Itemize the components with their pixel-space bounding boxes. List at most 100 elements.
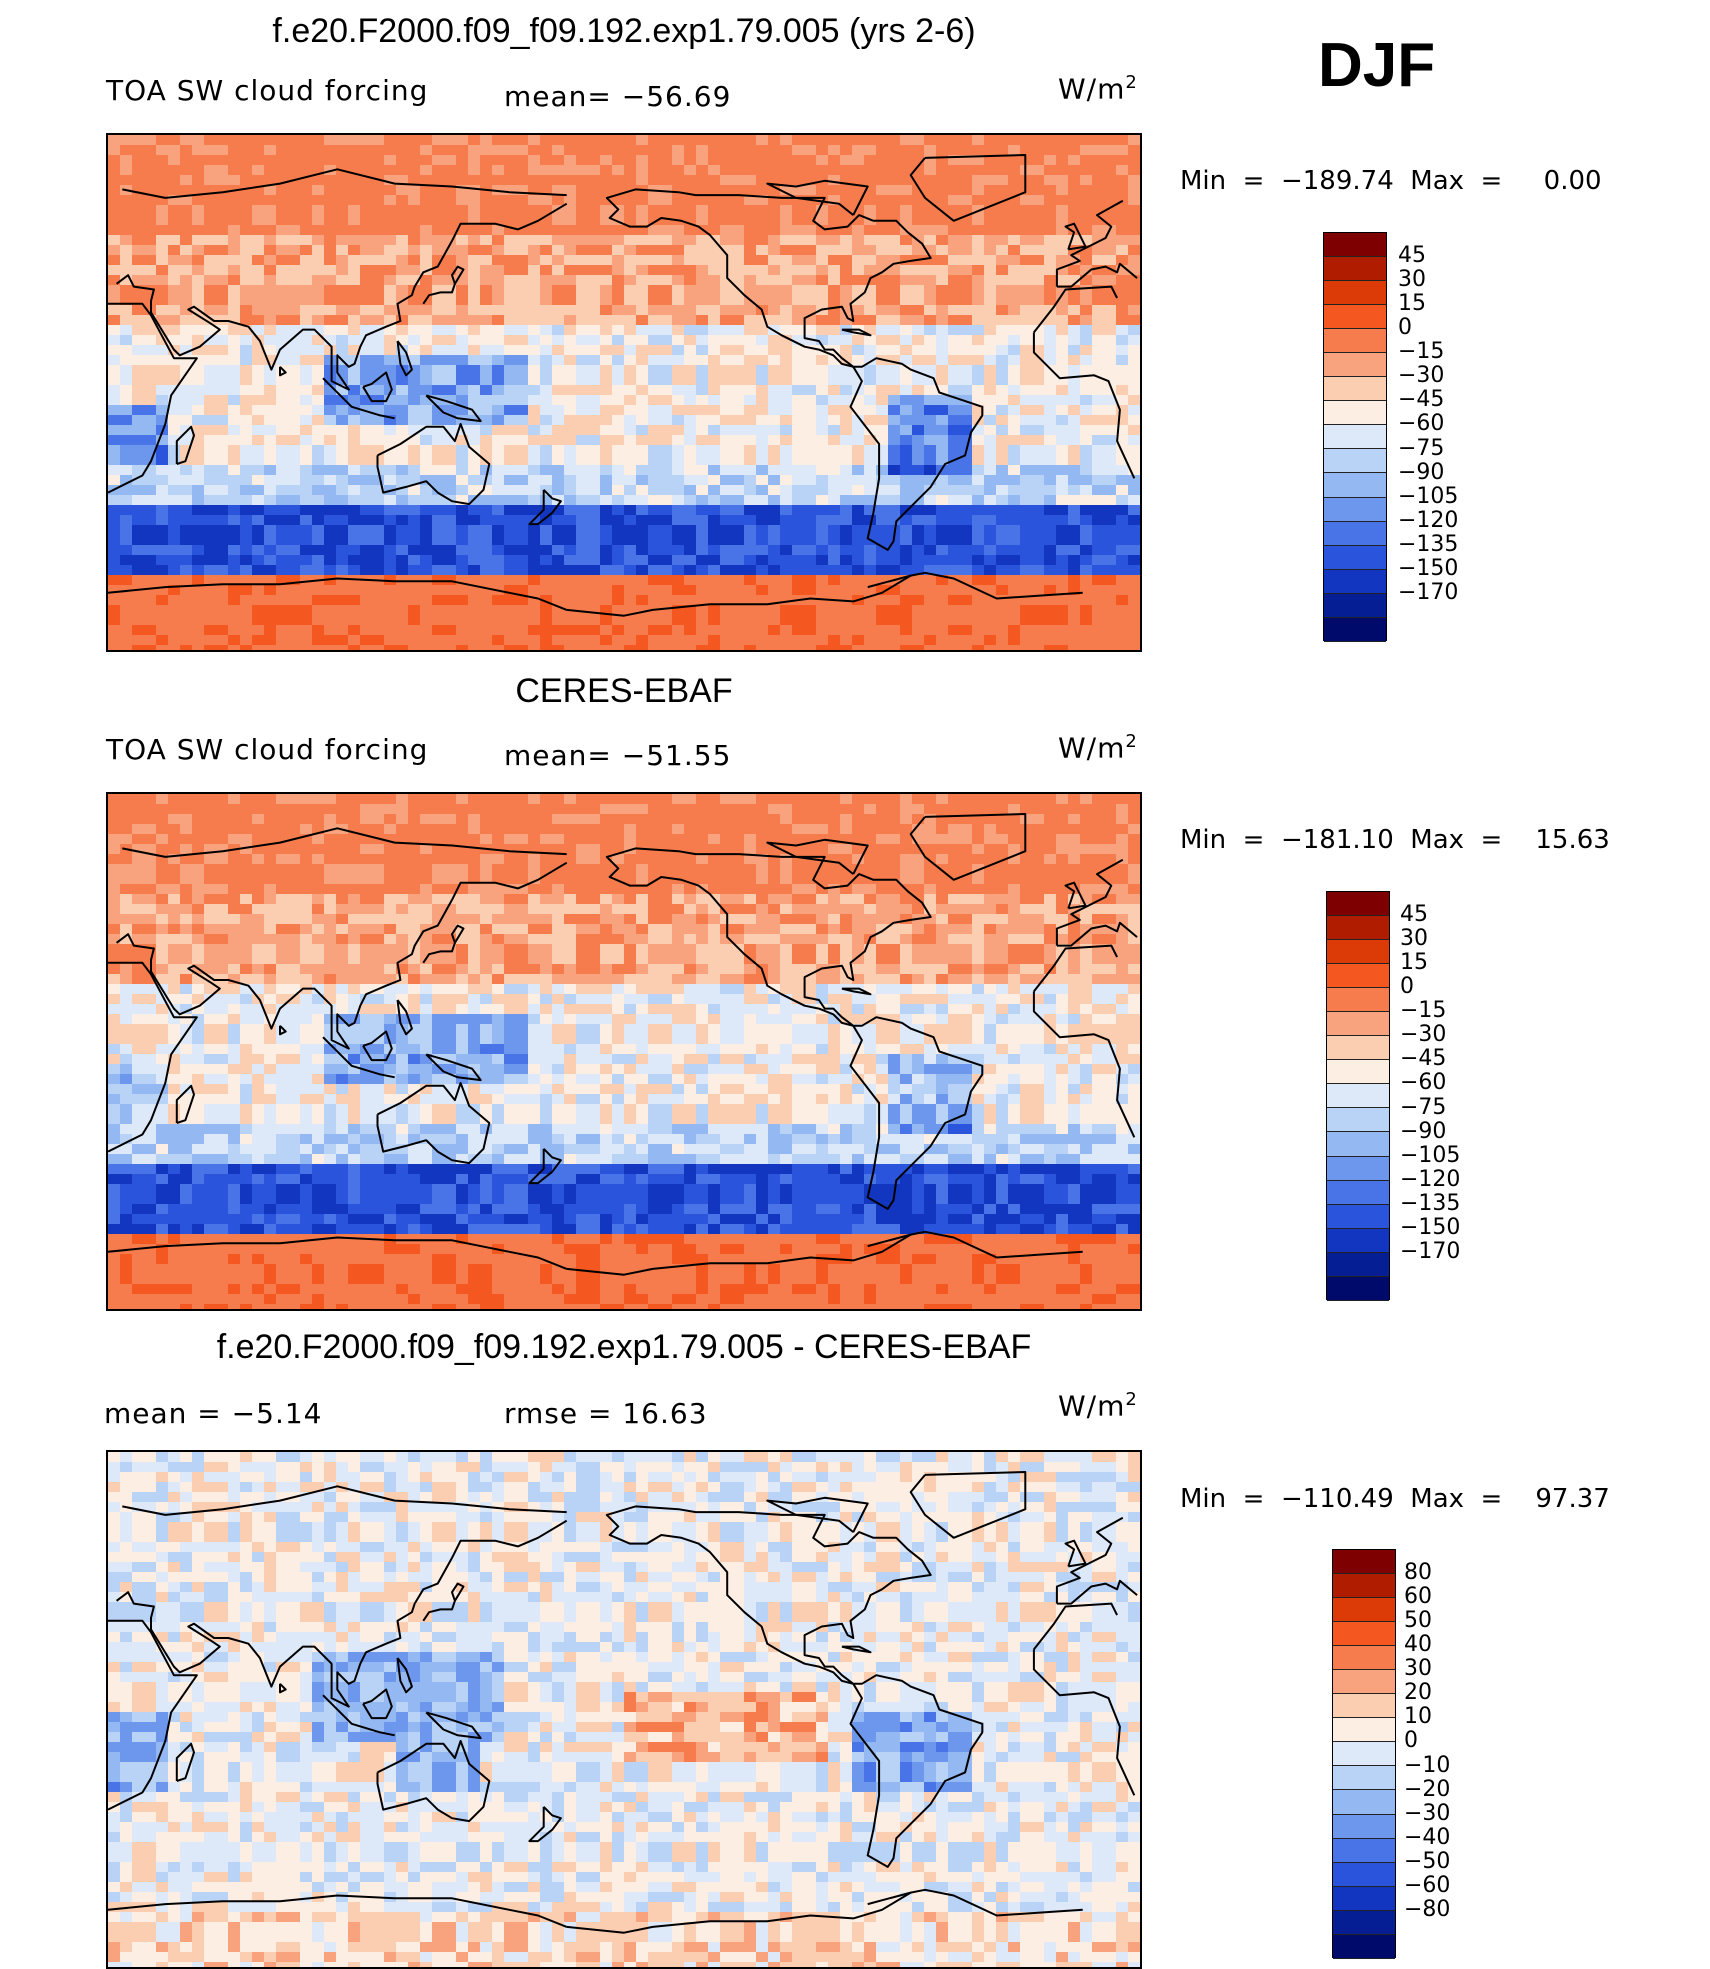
field-cell <box>132 215 145 226</box>
field-cell <box>612 225 625 236</box>
field-cell <box>252 425 265 436</box>
field-cell <box>480 325 493 336</box>
field-cell <box>504 535 517 546</box>
panel-2-map <box>106 792 1142 1311</box>
field-cell <box>1008 505 1021 516</box>
field-cell <box>180 325 193 336</box>
field-cell <box>828 385 841 396</box>
field-cell <box>804 395 817 406</box>
field-cell <box>336 545 349 556</box>
field-cell <box>228 295 241 306</box>
field-cell <box>1128 335 1140 346</box>
field-cell <box>960 305 973 316</box>
field-cell <box>120 205 133 216</box>
field-cell <box>552 155 565 166</box>
field-cell <box>588 625 601 636</box>
field-cell <box>1068 615 1081 626</box>
field-cell <box>588 445 601 456</box>
field-cell <box>204 824 217 835</box>
field-cell <box>864 555 877 566</box>
field-cell <box>648 595 661 606</box>
field-cell <box>1068 295 1081 306</box>
field-cell <box>912 505 925 516</box>
field-cell <box>312 545 325 556</box>
field-cell <box>1092 395 1105 406</box>
field-cell <box>804 535 817 546</box>
field-cell <box>648 435 661 446</box>
field-cell <box>1080 625 1093 636</box>
field-cell <box>732 615 745 626</box>
field-cell <box>1056 635 1069 646</box>
field-cell <box>816 615 829 626</box>
field-cell <box>600 495 613 506</box>
field-cell <box>264 585 277 596</box>
field-cell <box>108 425 121 436</box>
field-cell <box>516 215 529 226</box>
field-cell <box>1104 555 1117 566</box>
field-cell <box>312 205 325 216</box>
field-cell <box>240 465 253 476</box>
field-cell <box>528 335 541 346</box>
field-cell <box>552 265 565 276</box>
field-cell <box>600 285 613 296</box>
field-cell <box>204 585 217 596</box>
field-cell <box>1080 355 1093 366</box>
field-cell <box>888 645 901 650</box>
field-cell <box>180 355 193 366</box>
field-cell <box>480 345 493 356</box>
field-cell <box>672 555 685 566</box>
field-cell <box>552 345 565 356</box>
field-cell <box>180 285 193 296</box>
field-cell <box>924 135 937 146</box>
field-cell <box>132 205 145 216</box>
field-cell <box>804 485 817 496</box>
field-cell <box>588 405 601 416</box>
field-cell <box>600 814 613 825</box>
field-cell <box>768 575 781 586</box>
field-cell <box>996 215 1009 226</box>
field-cell <box>636 435 649 446</box>
field-cell <box>732 525 745 536</box>
field-cell <box>876 625 889 636</box>
field-cell <box>576 455 589 466</box>
field-cell <box>360 645 373 650</box>
field-cell <box>792 365 805 376</box>
field-cell <box>1068 155 1081 166</box>
field-cell <box>360 165 373 176</box>
field-cell <box>204 135 217 146</box>
field-cell <box>936 135 949 146</box>
field-cell <box>312 385 325 396</box>
field-cell <box>696 625 709 636</box>
field-cell <box>276 265 289 276</box>
field-cell <box>696 525 709 536</box>
field-cell <box>1128 615 1140 626</box>
field-cell <box>444 625 457 636</box>
field-cell <box>336 185 349 196</box>
field-cell <box>336 625 349 636</box>
field-cell <box>156 455 169 466</box>
field-cell <box>336 145 349 156</box>
field-cell <box>624 255 637 266</box>
field-cell <box>840 645 853 650</box>
field-cell <box>1008 385 1021 396</box>
field-cell <box>768 814 781 825</box>
field-cell <box>948 834 961 845</box>
field-cell <box>444 505 457 516</box>
field-cell <box>744 475 757 486</box>
field-cell <box>588 295 601 306</box>
field-cell <box>132 345 145 356</box>
field-cell <box>180 395 193 406</box>
field-cell <box>720 145 733 156</box>
field-cell <box>288 385 301 396</box>
field-cell <box>240 565 253 576</box>
field-cell <box>156 505 169 516</box>
field-cell <box>972 275 985 286</box>
field-cell <box>456 295 469 306</box>
field-cell <box>408 395 421 406</box>
field-cell <box>948 465 961 476</box>
field-cell <box>492 145 505 156</box>
field-cell <box>756 155 769 166</box>
field-cell <box>420 814 433 825</box>
field-cell <box>756 385 769 396</box>
field-cell <box>348 135 361 146</box>
